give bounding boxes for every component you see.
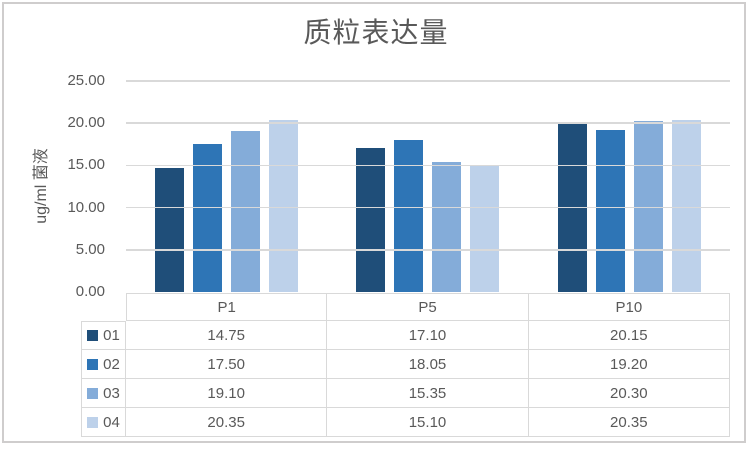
y-tick-label: 10.00 — [67, 198, 105, 216]
data-table: P1 P5 P10 01 14.75 17.10 20.15 02 17.50 18.05 19.2… — [81, 293, 730, 437]
table-value-03-P1: 19.10 — [126, 379, 328, 408]
y-tick-label: 20.00 — [67, 114, 105, 132]
chart-title: 质粒表达量 — [303, 17, 449, 48]
y-axis-tick-labels: 25.00 20.00 15.00 10.00 5.00 0.00 — [0, 72, 105, 311]
bar-03-P1[interactable] — [231, 130, 261, 292]
category-header-P5: P5 — [327, 293, 529, 321]
bar-group-P1 — [126, 81, 327, 292]
table-value-04-P10: 20.35 — [528, 408, 730, 437]
table-corner-blank — [81, 293, 126, 321]
bar-03-P5[interactable] — [432, 162, 462, 292]
bar-group-P5 — [327, 81, 528, 292]
table-value-04-P1: 20.35 — [126, 408, 328, 437]
legend-label: 03 — [103, 384, 120, 402]
gridline — [126, 206, 730, 209]
y-tick-label: 25.00 — [67, 72, 105, 89]
table-value-03-P10: 20.30 — [528, 379, 730, 408]
y-tick-label: 15.00 — [67, 156, 105, 174]
legend-cell-01: 01 — [81, 321, 126, 350]
bar-04-P10[interactable] — [671, 120, 701, 292]
plot-area — [126, 80, 730, 292]
chart-frame — [2, 2, 746, 443]
legend-key-icon-01 — [87, 330, 99, 341]
bar-04-P1[interactable] — [269, 120, 299, 292]
legend-cell-03: 03 — [81, 379, 126, 408]
bar-03-P10[interactable] — [633, 120, 663, 292]
legend-key-icon-03 — [87, 387, 99, 399]
table-value-04-P5: 15.10 — [327, 408, 529, 437]
legend-key-icon-02 — [87, 358, 99, 370]
gridline — [126, 249, 730, 251]
legend-label: 02 — [103, 355, 120, 373]
table-value-03-P5: 15.35 — [327, 379, 529, 408]
legend-cell-04: 04 — [81, 408, 126, 437]
y-tick-label: 5.00 — [75, 240, 105, 258]
bar-group-P10 — [529, 81, 730, 292]
gridline — [126, 164, 730, 167]
table-value-02-P5: 18.05 — [327, 350, 529, 379]
bar-01-P5[interactable] — [356, 147, 386, 292]
legend-key-icon-04 — [87, 416, 99, 428]
bar-02-P5[interactable] — [394, 139, 424, 292]
table-value-02-P10: 19.20 — [528, 350, 730, 379]
gridline — [126, 80, 730, 82]
gridline — [126, 122, 730, 124]
bar-04-P5[interactable] — [470, 164, 500, 292]
table-value-01-P10: 20.15 — [528, 321, 730, 350]
table-value-02-P1: 17.50 — [126, 350, 328, 379]
category-header-P10: P10 — [528, 293, 730, 321]
table-value-01-P5: 17.10 — [327, 321, 529, 350]
table-value-01-P1: 14.75 — [126, 321, 328, 350]
legend-label: 01 — [103, 327, 120, 344]
bar-02-P10[interactable] — [595, 130, 625, 292]
bar-01-P1[interactable] — [155, 167, 185, 292]
bar-groups — [126, 81, 730, 292]
legend-label: 04 — [103, 413, 120, 431]
y-tick-label: 0.00 — [75, 283, 105, 300]
bar-02-P1[interactable] — [193, 144, 223, 292]
category-header-P1: P1 — [126, 293, 328, 321]
legend-cell-02: 02 — [81, 350, 126, 379]
